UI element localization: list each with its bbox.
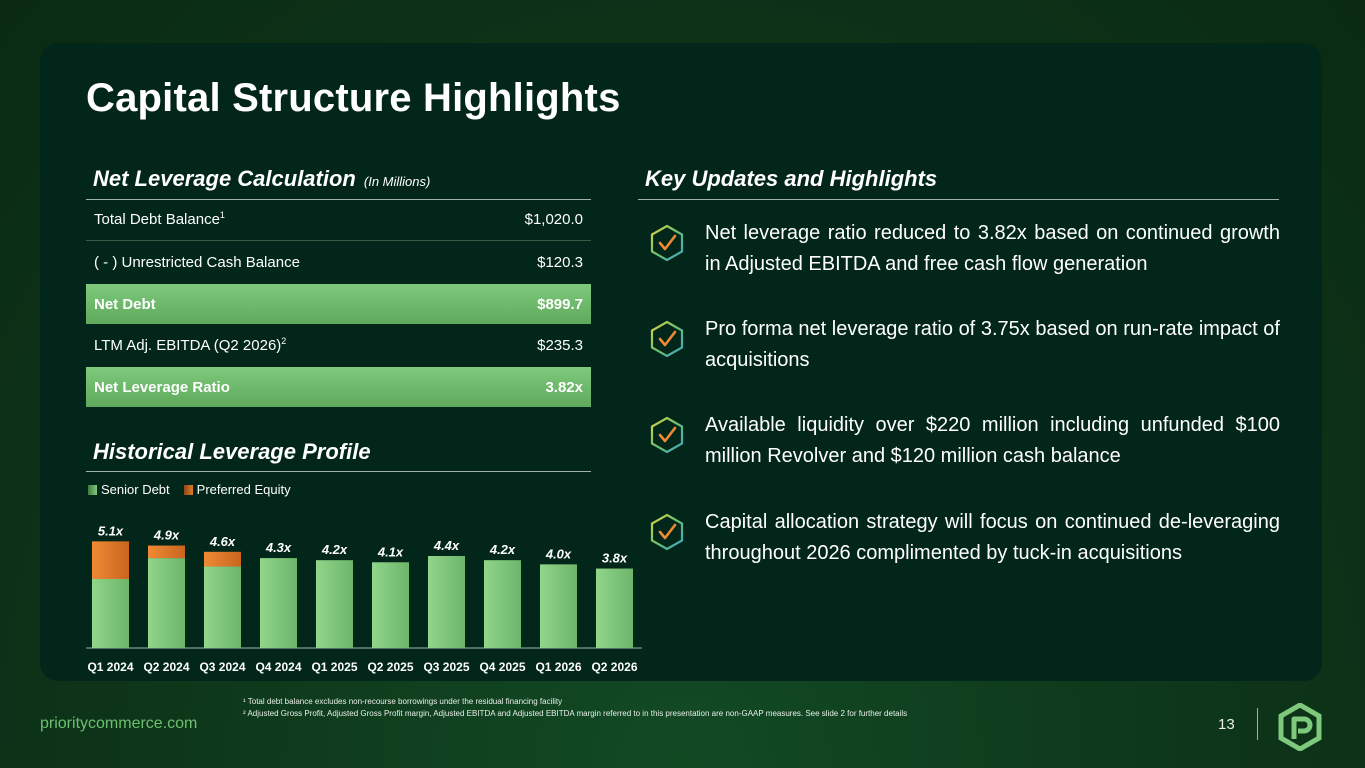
bar-senior-debt [316,560,353,648]
x-tick-label: Q3 2024 [199,660,245,674]
row-divider [86,240,591,241]
footnote-2: ² Adjusted Gross Profit, Adjusted Gross … [243,709,908,718]
row-value: $899.7 [537,295,583,313]
row-value: 3.82x [545,378,583,396]
historical-rule [86,471,591,472]
x-tick-label: Q4 2024 [255,660,301,674]
row-label: LTM Adj. EBITDA (Q2 2026)2 [94,335,287,354]
bar-preferred-equity [204,551,241,567]
x-tick-label: Q2 2025 [367,660,413,674]
page-title: Capital Structure Highlights [86,76,621,120]
highlight-text: Pro forma net leverage ratio of 3.75x ba… [705,318,1280,371]
data-label: 4.6x [209,534,236,549]
row-label: Net Debt [94,295,156,313]
key-updates-heading: Key Updates and Highlights [645,166,938,191]
data-label: 4.2x [489,542,516,557]
bar-senior-debt [260,558,297,648]
x-tick-label: Q4 2025 [479,660,525,674]
net-leverage-heading: Net Leverage Calculation (In Millions) [93,166,430,192]
data-label: 4.1x [377,544,404,559]
x-tick-label: Q2 2026 [591,660,637,674]
row-value: $235.3 [537,336,583,354]
row-value: $120.3 [537,253,583,271]
priority-logo-icon [1278,703,1322,751]
highlight-text: Available liquidity over $220 million in… [705,414,1280,467]
highlight-text: Capital allocation strategy will focus o… [705,511,1280,564]
bar-preferred-equity [92,541,129,579]
bar-preferred-equity [148,545,185,559]
footnote-1: ¹ Total debt balance excludes non-recour… [243,697,563,706]
data-label: 4.2x [321,542,348,557]
bar-senior-debt [428,556,465,648]
row-value: $1,020.0 [524,210,583,228]
bar-senior-debt [484,560,521,648]
footer-divider [1257,708,1258,740]
data-label: 4.3x [265,540,292,555]
bar-senior-debt [540,564,577,648]
data-label: 5.1x [98,525,124,538]
page-number: 13 [1218,716,1235,733]
legend-senior-debt: Senior Debt [88,482,170,497]
bar-senior-debt [596,568,633,648]
content-card [40,43,1322,681]
chart-legend: Senior Debt Preferred Equity [88,482,291,497]
net-leverage-subtitle: (In Millions) [363,174,431,189]
row-label: ( - ) Unrestricted Cash Balance [94,253,300,271]
x-tick-label: Q3 2025 [423,660,469,674]
key-updates-rule [638,199,1279,200]
x-tick-label: Q1 2026 [535,660,581,674]
table-row-cash: ( - ) Unrestricted Cash Balance $120.3 [86,242,591,282]
bar-senior-debt [92,579,129,648]
bar-senior-debt [204,566,241,648]
data-label: 4.4x [433,538,460,553]
data-label: 4.9x [153,528,180,543]
table-row-net-debt: Net Debt $899.7 [86,284,591,324]
bar-senior-debt [148,558,185,648]
row-label: Total Debt Balance1 [94,209,225,228]
check-hexagon-icon [650,416,684,454]
data-label: 3.8x [602,551,628,566]
table-row-net-leverage-ratio: Net Leverage Ratio 3.82x [86,367,591,407]
table-row-ebitda: LTM Adj. EBITDA (Q2 2026)2 $235.3 [86,325,591,365]
net-leverage-rule [86,199,591,200]
legend-preferred-equity: Preferred Equity [183,482,291,497]
check-hexagon-icon [650,224,684,262]
check-hexagon-icon [650,320,684,358]
highlight-text: Net leverage ratio reduced to 3.82x base… [705,222,1280,275]
bar-senior-debt [372,562,409,648]
net-leverage-title: Net Leverage Calculation [93,166,356,191]
row-label: Net Leverage Ratio [94,378,230,396]
x-tick-label: Q1 2024 [87,660,133,674]
table-row-total-debt: Total Debt Balance1 $1,020.0 [86,199,591,239]
x-tick-label: Q2 2024 [143,660,189,674]
historical-heading: Historical Leverage Profile [93,439,371,464]
check-hexagon-icon [650,513,684,551]
historical-leverage-chart: 5.1x Q1 2024 4.9x Q2 2024 4.6x Q3 2024 4.3x Q4 … [86,525,642,674]
data-label: 4.0x [545,546,572,561]
footer-url[interactable]: prioritycommerce.com [40,715,198,732]
x-tick-label: Q1 2025 [311,660,357,674]
